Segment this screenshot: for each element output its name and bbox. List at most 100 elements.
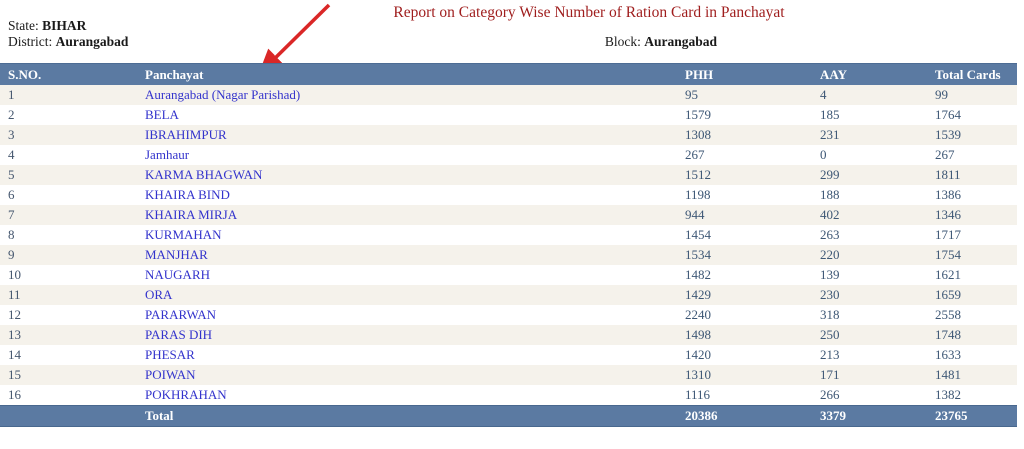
table-row: 12 PARARWAN 2240 318 2558: [0, 305, 1017, 325]
panchayat-link[interactable]: KARMA BHAGWAN: [145, 167, 263, 182]
phh-cell: 1512: [685, 167, 711, 182]
panchayat-link[interactable]: KURMAHAN: [145, 227, 222, 242]
total-cards-cell: 1633: [935, 347, 961, 362]
district-value: Aurangabad: [55, 34, 129, 49]
phh-cell: 267: [685, 147, 705, 162]
panchayat-link[interactable]: MANJHAR: [145, 247, 208, 262]
panchayat-link[interactable]: KHAIRA BIND: [145, 187, 230, 202]
district-line: District: Aurangabad: [8, 34, 128, 50]
table-row: 13 PARAS DIH 1498 250 1748: [0, 325, 1017, 345]
table-row: 6 KHAIRA BIND 1198 188 1386: [0, 185, 1017, 205]
phh-cell: 2240: [685, 307, 711, 322]
table-row: 15 POIWAN 1310 171 1481: [0, 365, 1017, 385]
total-cards-cell: 1717: [935, 227, 961, 242]
aay-cell: 4: [820, 87, 827, 102]
total-row: Total 20386 3379 23765: [0, 405, 1017, 427]
total-cards-cell: 1346: [935, 207, 961, 222]
aay-cell: 231: [820, 127, 840, 142]
aay-cell: 220: [820, 247, 840, 262]
aay-cell: 213: [820, 347, 840, 362]
sno-cell: 12: [8, 307, 21, 322]
total-cards-cell: 1621: [935, 267, 961, 282]
aay-cell: 0: [820, 147, 827, 162]
panchayat-cell: Aurangabad (Nagar Parishad): [137, 85, 677, 105]
total-cards-cell: 1764: [935, 107, 961, 122]
total-row-label: Total: [137, 405, 677, 427]
sno-cell: 6: [8, 187, 15, 202]
phh-cell: 1454: [685, 227, 711, 242]
total-cards-cell: 2558: [935, 307, 961, 322]
table-row: 14 PHESAR 1420 213 1633: [0, 345, 1017, 365]
panchayat-link[interactable]: PARAS DIH: [145, 327, 213, 342]
block-value: Aurangabad: [644, 34, 718, 49]
table-row: 4 Jamhaur 267 0 267: [0, 145, 1017, 165]
aay-cell: 230: [820, 287, 840, 302]
sno-cell: 4: [8, 147, 15, 162]
column-header-phh: PHH: [677, 63, 812, 85]
panchayat-link[interactable]: POIWAN: [145, 367, 196, 382]
total-cards-cell: 267: [935, 147, 955, 162]
district-label: District:: [8, 34, 53, 49]
aay-cell: 188: [820, 187, 840, 202]
panchayat-link[interactable]: ORA: [145, 287, 173, 302]
panchayat-cell: MANJHAR: [137, 245, 677, 265]
panchayat-cell: PHESAR: [137, 345, 677, 365]
aay-cell: 318: [820, 307, 840, 322]
panchayat-cell: POIWAN: [137, 365, 677, 385]
panchayat-link[interactable]: BELA: [145, 107, 179, 122]
total-row-phh: 20386: [677, 405, 812, 427]
panchayat-link[interactable]: PHESAR: [145, 347, 195, 362]
phh-cell: 1579: [685, 107, 711, 122]
sno-cell: 13: [8, 327, 21, 342]
panchayat-link[interactable]: Aurangabad (Nagar Parishad): [145, 87, 301, 102]
total-row-aay: 3379: [812, 405, 927, 427]
sno-cell: 15: [8, 367, 21, 382]
sno-cell: 9: [8, 247, 15, 262]
panchayat-cell: BELA: [137, 105, 677, 125]
sno-cell: 7: [8, 207, 15, 222]
total-cards-cell: 1539: [935, 127, 961, 142]
panchayat-link[interactable]: Jamhaur: [145, 147, 190, 162]
aay-cell: 299: [820, 167, 840, 182]
aay-cell: 250: [820, 327, 840, 342]
panchayat-cell: IBRAHIMPUR: [137, 125, 677, 145]
total-cards-cell: 1382: [935, 387, 961, 402]
panchayat-cell: POKHRAHAN: [137, 385, 677, 406]
state-district-info: State: BIHAR District: Aurangabad: [8, 18, 128, 50]
table-row: 9 MANJHAR 1534 220 1754: [0, 245, 1017, 265]
block-line: Block: Aurangabad: [605, 34, 717, 50]
aay-cell: 266: [820, 387, 840, 402]
panchayat-cell: KARMA BHAGWAN: [137, 165, 677, 185]
panchayat-link[interactable]: POKHRAHAN: [145, 387, 227, 402]
table-row: 5 KARMA BHAGWAN 1512 299 1811: [0, 165, 1017, 185]
total-row-empty-cell: [0, 405, 137, 427]
phh-cell: 1429: [685, 287, 711, 302]
sno-cell: 10: [8, 267, 21, 282]
sno-cell: 2: [8, 107, 15, 122]
table-row: 7 KHAIRA MIRJA 944 402 1346: [0, 205, 1017, 225]
panchayat-cell: Jamhaur: [137, 145, 677, 165]
total-cards-cell: 1754: [935, 247, 961, 262]
total-row-total-cards: 23765: [927, 405, 1017, 427]
table-header-row: S.NO. Panchayat PHH AAY Total Cards: [0, 63, 1017, 85]
table-row: 8 KURMAHAN 1454 263 1717: [0, 225, 1017, 245]
column-header-panchayat: Panchayat: [137, 63, 677, 85]
ration-card-table: S.NO. Panchayat PHH AAY Total Cards 1 Aur…: [0, 63, 1017, 427]
phh-cell: 1198: [685, 187, 711, 202]
total-cards-cell: 99: [935, 87, 948, 102]
phh-cell: 1420: [685, 347, 711, 362]
phh-cell: 1534: [685, 247, 711, 262]
panchayat-link[interactable]: IBRAHIMPUR: [145, 127, 227, 142]
panchayat-link[interactable]: KHAIRA MIRJA: [145, 207, 238, 222]
column-header-sno: S.NO.: [0, 63, 137, 85]
panchayat-link[interactable]: NAUGARH: [145, 267, 210, 282]
aay-cell: 171: [820, 367, 840, 382]
phh-cell: 1310: [685, 367, 711, 382]
panchayat-link[interactable]: PARARWAN: [145, 307, 217, 322]
total-cards-cell: 1748: [935, 327, 961, 342]
panchayat-cell: KHAIRA MIRJA: [137, 205, 677, 225]
state-label: State:: [8, 18, 39, 33]
aay-cell: 185: [820, 107, 840, 122]
phh-cell: 944: [685, 207, 705, 222]
panchayat-cell: PARARWAN: [137, 305, 677, 325]
